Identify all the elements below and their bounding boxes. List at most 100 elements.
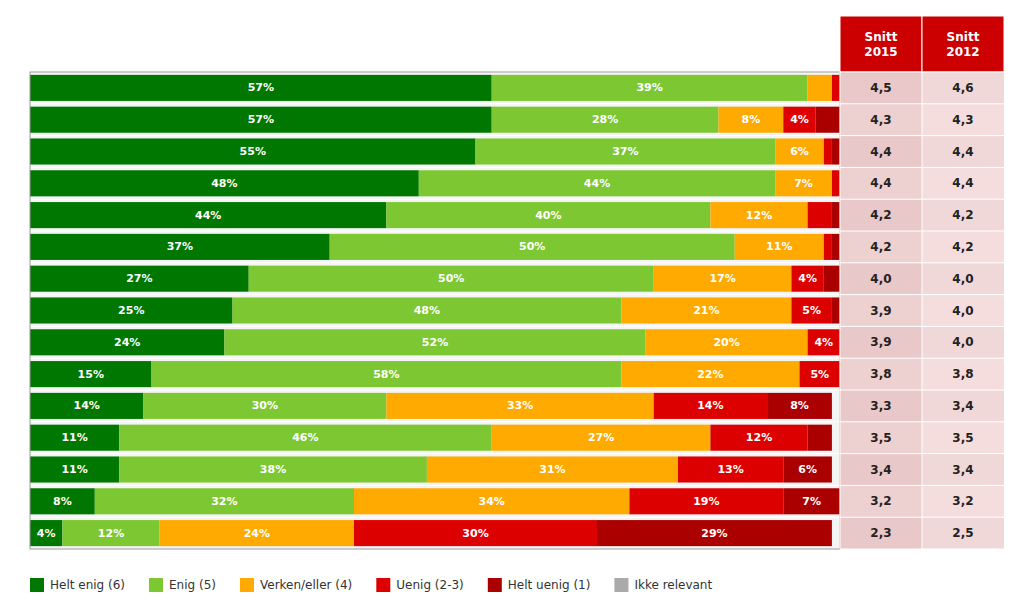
column-separator bbox=[922, 72, 923, 549]
data-label: 34% bbox=[479, 495, 505, 508]
data-label: 22% bbox=[697, 368, 723, 381]
bar-segment bbox=[30, 138, 476, 164]
bar-segment bbox=[152, 361, 622, 387]
bar-segment bbox=[816, 107, 840, 133]
bar-segment bbox=[824, 234, 832, 260]
header-line: Snitt bbox=[947, 30, 980, 44]
legend: Helt enig (6)Enig (5)Verken/eller (4)Uen… bbox=[30, 578, 712, 592]
score-label: 3,4 bbox=[870, 463, 891, 477]
data-label: 27% bbox=[588, 431, 614, 444]
legend-swatch bbox=[149, 578, 163, 592]
row-separator bbox=[30, 390, 1004, 391]
cell-separator bbox=[840, 135, 922, 136]
score-label: 2,5 bbox=[952, 526, 973, 540]
row-separator bbox=[30, 485, 1004, 486]
cell-separator bbox=[922, 72, 1004, 73]
row-separator bbox=[30, 167, 1004, 168]
score-label: 4,5 bbox=[870, 81, 891, 95]
bar-segment bbox=[119, 425, 492, 451]
bar-segment bbox=[30, 456, 119, 482]
score-cell bbox=[840, 199, 922, 231]
data-label: 30% bbox=[462, 527, 488, 540]
score-cell bbox=[922, 167, 1004, 199]
score-column: Snitt20154,54,34,44,44,24,24,03,93,93,83… bbox=[840, 16, 922, 549]
bar-segment bbox=[30, 266, 249, 292]
score-label: 4,0 bbox=[952, 304, 973, 318]
bar-segment bbox=[30, 425, 119, 451]
cell-separator bbox=[840, 453, 922, 454]
score-cell bbox=[922, 104, 1004, 136]
row-separator bbox=[30, 199, 1004, 200]
bar-segment bbox=[832, 297, 840, 323]
bar-segment bbox=[354, 520, 597, 546]
data-label: 31% bbox=[539, 463, 565, 476]
row-separator bbox=[30, 453, 1004, 454]
column-header bbox=[922, 16, 1004, 72]
score-cell bbox=[922, 454, 1004, 486]
bar-segment bbox=[492, 75, 808, 101]
bar-segment bbox=[354, 488, 629, 514]
bar-segment bbox=[783, 107, 815, 133]
score-cell bbox=[922, 295, 1004, 327]
score-cell bbox=[922, 231, 1004, 263]
score-label: 2,3 bbox=[870, 526, 891, 540]
bar-segment bbox=[30, 170, 419, 196]
legend-swatch bbox=[614, 578, 628, 592]
score-cell bbox=[922, 390, 1004, 422]
bar-segment bbox=[783, 456, 832, 482]
data-label: 39% bbox=[636, 81, 662, 94]
bar-segment bbox=[800, 361, 841, 387]
data-label: 4% bbox=[790, 113, 809, 126]
bar-segment bbox=[783, 488, 840, 514]
cell-separator bbox=[922, 199, 1004, 200]
cell-separator bbox=[922, 421, 1004, 422]
bar-segment bbox=[30, 361, 152, 387]
cell-separator bbox=[840, 517, 922, 518]
score-cell bbox=[840, 358, 922, 390]
cell-separator bbox=[922, 453, 1004, 454]
bar-segment bbox=[330, 234, 735, 260]
score-label: 4,4 bbox=[870, 176, 891, 190]
cell-separator bbox=[840, 199, 922, 200]
score-label: 3,5 bbox=[952, 431, 973, 445]
bar-segment bbox=[832, 75, 840, 101]
data-label: 11% bbox=[61, 431, 87, 444]
cell-separator bbox=[922, 167, 1004, 168]
score-cell bbox=[840, 422, 922, 454]
score-label: 4,2 bbox=[952, 240, 973, 254]
data-label: 33% bbox=[507, 399, 533, 412]
score-label: 3,9 bbox=[870, 335, 891, 349]
score-cell bbox=[840, 72, 922, 104]
bar-segment bbox=[735, 234, 824, 260]
data-label: 7% bbox=[794, 177, 813, 190]
bar-segment bbox=[597, 520, 832, 546]
score-cell bbox=[922, 72, 1004, 104]
cell-separator bbox=[840, 294, 922, 295]
data-label: 7% bbox=[802, 495, 821, 508]
cell-separator bbox=[840, 167, 922, 168]
bar-segment bbox=[646, 329, 808, 355]
data-label: 4% bbox=[37, 527, 56, 540]
bar-segment bbox=[62, 520, 159, 546]
column-separator bbox=[840, 72, 841, 549]
score-cell bbox=[922, 358, 1004, 390]
data-label: 50% bbox=[438, 272, 464, 285]
data-label: 37% bbox=[612, 145, 638, 158]
bar-segment bbox=[808, 329, 840, 355]
data-label: 40% bbox=[535, 209, 561, 222]
score-cell bbox=[922, 199, 1004, 231]
cell-separator bbox=[840, 326, 922, 327]
data-label: 12% bbox=[98, 527, 124, 540]
data-label: 4% bbox=[798, 272, 817, 285]
score-label: 4,3 bbox=[870, 113, 891, 127]
bar-segment bbox=[30, 234, 330, 260]
score-label: 3,2 bbox=[952, 494, 973, 508]
column-header bbox=[840, 16, 922, 72]
row-separator bbox=[30, 262, 1004, 263]
row-separator bbox=[30, 517, 1004, 518]
data-label: 20% bbox=[713, 336, 739, 349]
data-label: 24% bbox=[244, 527, 270, 540]
score-label: 4,2 bbox=[870, 240, 891, 254]
bar-segment bbox=[654, 266, 792, 292]
score-label: 4,0 bbox=[870, 272, 891, 286]
